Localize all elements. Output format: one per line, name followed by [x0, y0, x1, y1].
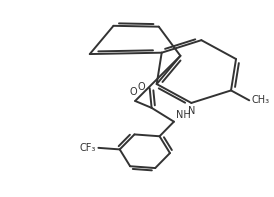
Text: NH: NH — [176, 110, 191, 120]
Text: O: O — [137, 82, 145, 92]
Text: N: N — [189, 106, 196, 116]
Text: CH₃: CH₃ — [251, 95, 270, 105]
Text: O: O — [130, 87, 138, 97]
Text: CF₃: CF₃ — [80, 143, 96, 153]
